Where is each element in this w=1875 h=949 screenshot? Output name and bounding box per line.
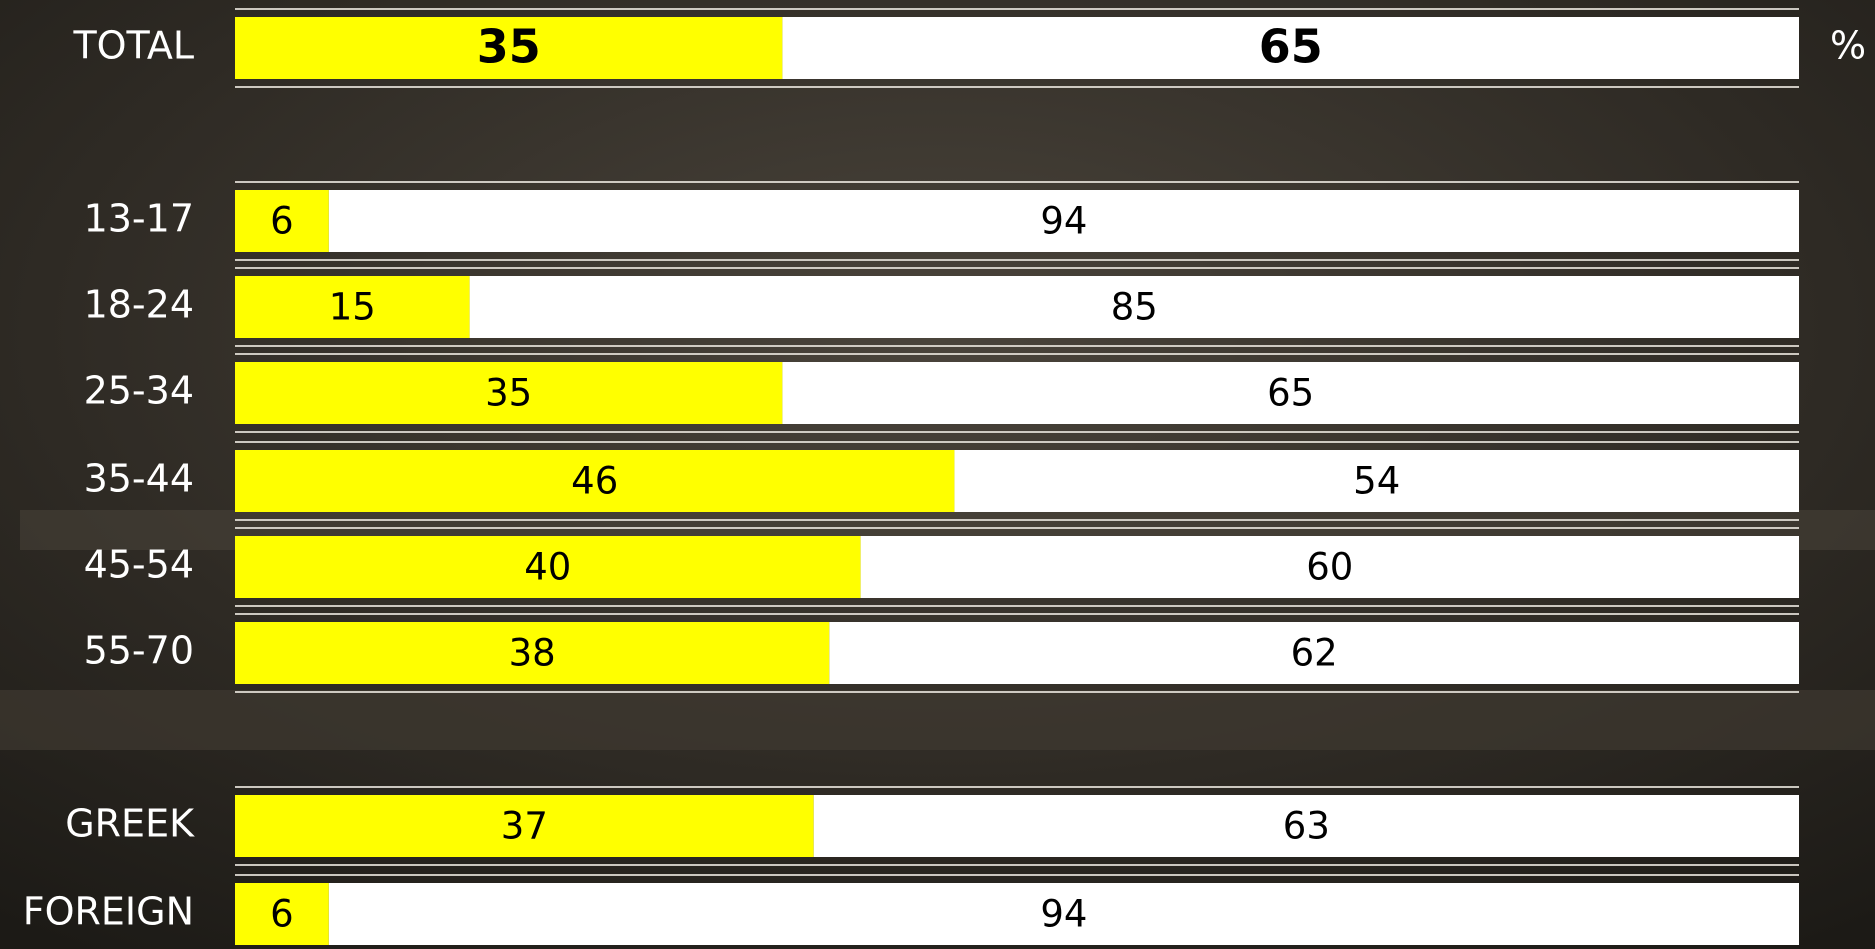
- value-label: 85: [1111, 286, 1158, 329]
- category-label: 13-17: [84, 197, 194, 241]
- category-label: GREEK: [65, 802, 195, 846]
- bar-segment: [235, 17, 783, 79]
- bar-segment: [954, 450, 1799, 512]
- value-label: 6: [270, 200, 294, 243]
- value-label: 94: [1040, 893, 1087, 936]
- bar-segment: [782, 17, 1799, 79]
- value-label: 38: [509, 632, 556, 675]
- category-label: 55-70: [84, 629, 194, 673]
- value-label: 63: [1283, 805, 1330, 848]
- bar-segment: [829, 622, 1799, 684]
- category-label: 18-24: [84, 283, 194, 327]
- value-label: 35: [477, 20, 541, 74]
- value-label: 54: [1353, 460, 1400, 503]
- value-label: 46: [571, 460, 618, 503]
- bar-segment: [235, 536, 861, 598]
- value-label: 6: [270, 893, 294, 936]
- bar-segment: [782, 362, 1799, 424]
- value-label: 65: [1267, 372, 1314, 415]
- category-label: TOTAL: [72, 24, 194, 68]
- bar-segment: [235, 362, 783, 424]
- bar-segment: [328, 190, 1800, 252]
- value-label: 62: [1291, 632, 1338, 675]
- unit-label: %: [1830, 24, 1866, 68]
- background-bench: [0, 690, 1875, 750]
- category-label: 35-44: [84, 457, 194, 501]
- value-label: 15: [329, 286, 376, 329]
- bar-segment: [328, 883, 1800, 945]
- category-label: FOREIGN: [23, 890, 194, 934]
- value-label: 65: [1259, 20, 1323, 74]
- bar-segment: [235, 795, 814, 857]
- bar-segment: [235, 622, 830, 684]
- category-label: 25-34: [84, 369, 194, 413]
- bar-segment: [235, 450, 955, 512]
- bar-segment: [860, 536, 1799, 598]
- value-label: 35: [485, 372, 532, 415]
- value-label: 40: [524, 546, 571, 589]
- value-label: 60: [1306, 546, 1353, 589]
- value-label: 94: [1040, 200, 1087, 243]
- value-label: 37: [501, 805, 548, 848]
- category-label: 45-54: [84, 543, 194, 587]
- bar-segment: [235, 883, 329, 945]
- bar-segment: [469, 276, 1800, 338]
- bar-segment: [235, 276, 470, 338]
- bar-segment: [235, 190, 329, 252]
- bar-segment: [813, 795, 1799, 857]
